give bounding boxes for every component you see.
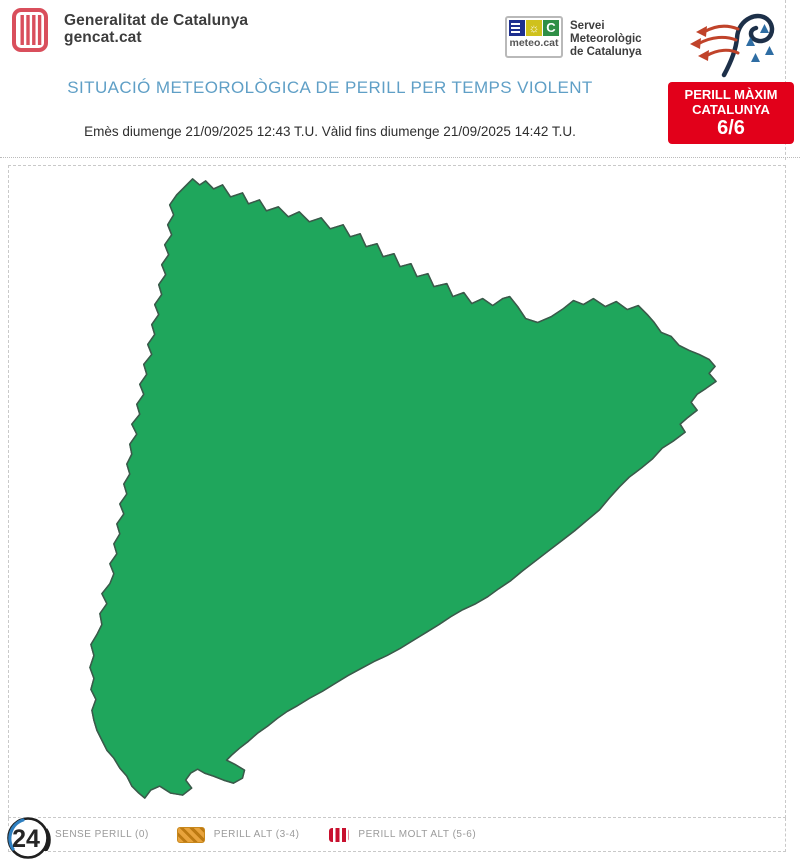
news-badge-24: 24 ) [4, 813, 56, 862]
meteocat-logo-squares: ☼ C [509, 20, 559, 36]
badge-24-number: 24 [12, 825, 40, 853]
legend-swatch-orange [176, 826, 205, 843]
max-danger-line1: PERILL MÀXIM [684, 87, 778, 102]
tornado-hail-icon [676, 2, 786, 83]
header-separator [0, 157, 800, 158]
map-panel [8, 165, 786, 818]
max-danger-line2: CATALUNYA [692, 102, 770, 117]
legend-bar: SENSE PERILL (0) PERILL ALT (3-4) PERILL… [8, 818, 786, 852]
legend-label-2: PERILL MOLT ALT (5-6) [358, 829, 477, 840]
service-line-1: Servei [570, 20, 605, 32]
header-right-dashed-border [785, 0, 786, 160]
service-line-3: de Catalunya [570, 46, 642, 58]
legend-swatch-red [329, 827, 350, 842]
validity-text: Emès diumenge 21/09/2025 12:43 T.U. Vàli… [84, 124, 576, 139]
service-line-2: Meteorològic [570, 33, 642, 45]
legend-label-0: SENSE PERILL (0) [55, 829, 149, 840]
max-danger-value: 6/6 [717, 117, 745, 139]
generalitat-senyera-icon [12, 8, 52, 59]
meteocat-logo: ☼ C meteo.cat [505, 16, 563, 58]
catalonia-map [89, 178, 717, 799]
meteocat-sea-icon [509, 20, 525, 36]
svg-text:): ) [44, 825, 52, 852]
meteocat-logo-label: meteo.cat [509, 37, 559, 49]
legend-label-1: PERILL ALT (3-4) [213, 829, 300, 840]
meteocat-sun-icon: ☼ [526, 20, 542, 36]
page-title: SITUACIÓ METEOROLÒGICA DE PERILL PER TEM… [67, 78, 593, 97]
meteocat-moon-icon: C [543, 20, 559, 36]
gencat-line2: gencat.cat [64, 29, 142, 46]
max-danger-badge: PERILL MÀXIM CATALUNYA 6/6 [668, 82, 794, 144]
gencat-wordmark: Generalitat de Catalunya gencat.cat [64, 12, 248, 46]
gencat-line1: Generalitat de Catalunya [64, 12, 249, 29]
meteocat-service-name: Servei Meteorològic de Catalunya [570, 20, 642, 59]
